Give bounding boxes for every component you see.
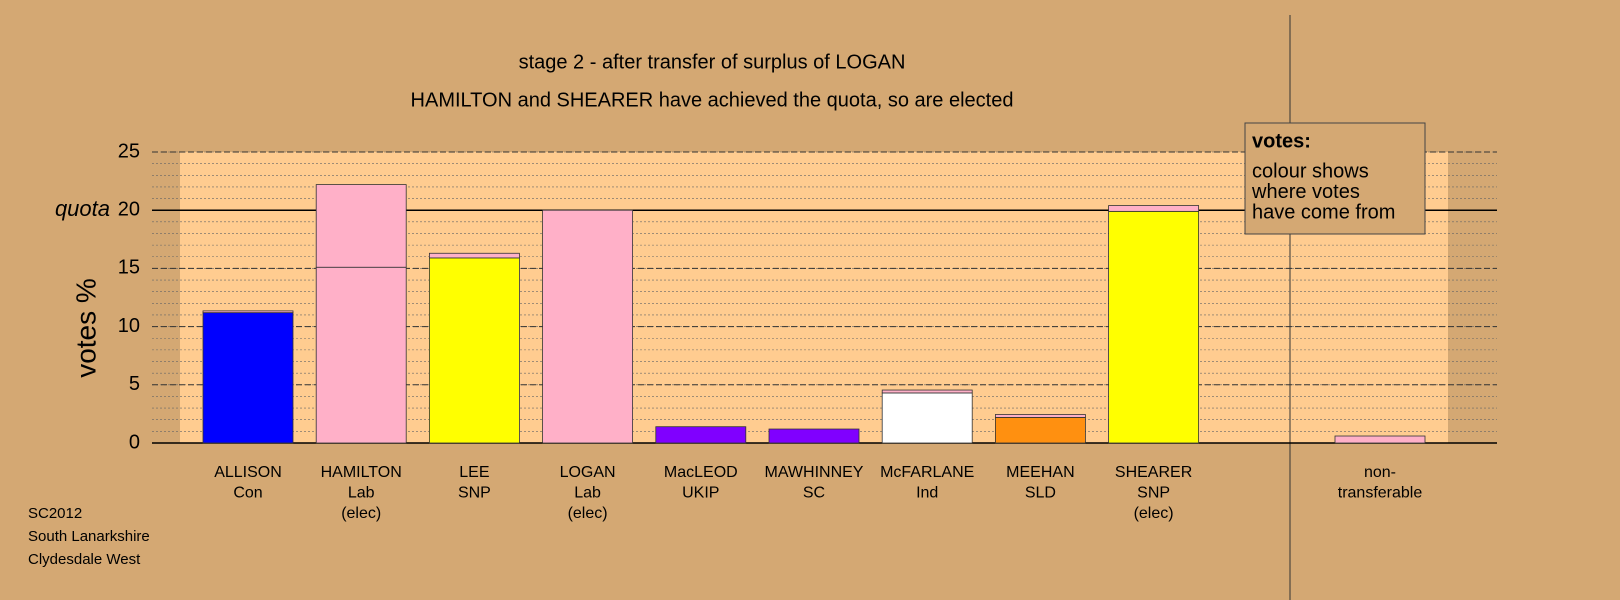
x-tick-label: LOGAN bbox=[560, 464, 616, 481]
chart-title: stage 2 - after transfer of surplus of L… bbox=[519, 51, 906, 73]
note: South Lanarkshire bbox=[28, 528, 150, 545]
x-tick-label: ALLISON bbox=[214, 464, 282, 481]
legend-title: votes: bbox=[1252, 130, 1311, 152]
bar-segment bbox=[315, 184, 407, 268]
bar-segment bbox=[1334, 435, 1426, 444]
x-tick-label: non- bbox=[1364, 464, 1396, 481]
bar-segment bbox=[542, 209, 633, 444]
notes: SC2012 South Lanarkshire Clydesdale West bbox=[28, 505, 150, 568]
y-tick-label: 20 bbox=[118, 198, 140, 220]
bar-segment bbox=[881, 389, 973, 394]
x-tick-label: (elec) bbox=[341, 505, 381, 522]
x-tick-label: (elec) bbox=[1134, 505, 1174, 522]
quota-label: quota bbox=[55, 196, 110, 221]
x-tick-label: UKIP bbox=[682, 485, 719, 502]
x-tick-label: SNP bbox=[458, 485, 491, 502]
bars: ALLISON Con HAMILTON Lab (elec) LEE SNP LOGAN La… bbox=[202, 184, 1426, 522]
bar-segment bbox=[1108, 205, 1199, 212]
bar-segment bbox=[768, 428, 860, 444]
x-tick-label: LEE bbox=[459, 464, 489, 481]
x-tick-label: Lab bbox=[348, 485, 375, 502]
x-tick-label: McFARLANE bbox=[880, 464, 974, 481]
legend-line: have come from bbox=[1252, 201, 1395, 223]
x-tick-label: HAMILTON bbox=[321, 464, 402, 481]
x-tick-label: MacLEOD bbox=[664, 464, 738, 481]
legend-box bbox=[1244, 122, 1426, 235]
x-tick-label: (elec) bbox=[568, 505, 608, 522]
x-tick-label: MEEHAN bbox=[1006, 464, 1074, 481]
x-tick-label: Ind bbox=[916, 485, 938, 502]
note: SC2012 bbox=[28, 505, 82, 522]
y-tick-label: 10 bbox=[118, 315, 140, 337]
x-tick-label: SHEARER bbox=[1115, 464, 1192, 481]
bar-segment bbox=[1108, 210, 1199, 444]
bar-segment bbox=[995, 416, 1086, 444]
y-tick-label: 5 bbox=[129, 373, 140, 395]
legend-line: colour shows bbox=[1252, 160, 1369, 182]
y-tick-label: 15 bbox=[118, 257, 140, 279]
chart-subtitle: HAMILTON and SHEARER have achieved the q… bbox=[411, 89, 1014, 111]
bar-segment bbox=[655, 426, 747, 444]
y-tick-label: 25 bbox=[118, 140, 140, 162]
legend-line: where votes bbox=[1251, 181, 1360, 203]
bar-segment bbox=[881, 392, 973, 444]
x-tick-label: SC bbox=[803, 485, 825, 502]
x-tick-label: transferable bbox=[1338, 485, 1423, 502]
x-tick-label: SLD bbox=[1025, 485, 1056, 502]
x-tick-label: Con bbox=[233, 485, 262, 502]
bar-segment bbox=[428, 252, 520, 259]
bar-segment bbox=[202, 312, 294, 444]
bar-segment bbox=[202, 310, 294, 314]
x-tick-label: Lab bbox=[574, 485, 601, 502]
bar-segment bbox=[428, 257, 520, 444]
bar-segment bbox=[315, 266, 407, 444]
x-tick-label: MAWHINNEY bbox=[765, 464, 864, 481]
y-axis-label: votes % bbox=[70, 278, 101, 378]
y-tick-label: 0 bbox=[129, 431, 140, 453]
note: Clydesdale West bbox=[28, 551, 141, 568]
x-tick-label: SNP bbox=[1137, 485, 1170, 502]
bar-segment bbox=[995, 414, 1086, 418]
